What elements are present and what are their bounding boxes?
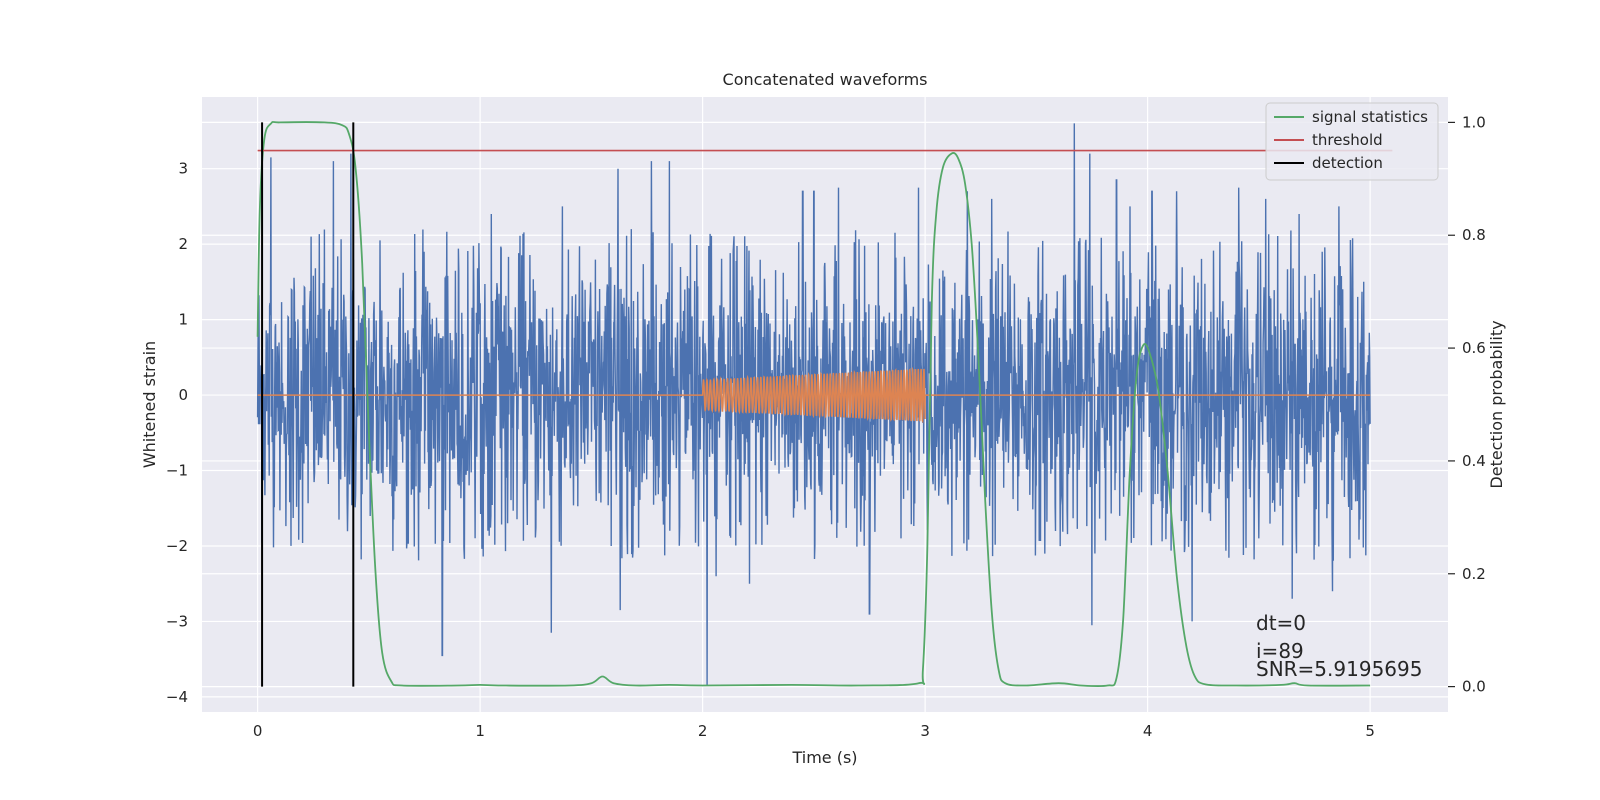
chart-title: Concatenated waveforms [723,70,928,89]
x-tick-label-2: 2 [698,722,708,740]
y-right-tick-label-5: 1.0 [1462,113,1486,131]
y-tick-label-1: −3 [166,612,188,630]
y-tick-label-2: −2 [166,537,188,555]
series-strain [256,123,1371,686]
y-tick-label-5: 1 [178,311,188,329]
legend-label-2: detection [1312,154,1383,172]
x-tick-label-4: 4 [1143,722,1153,740]
legend: signal statistics threshold detection [1265,102,1439,181]
x-tick-label-1: 1 [475,722,485,740]
y-tick-label-6: 2 [178,235,188,253]
x-tick-label-3: 3 [920,722,930,740]
y-axis-label: Whitened strain [140,341,159,468]
legend-label-1: threshold [1312,131,1383,149]
y-right-tick-label-0: 0.0 [1462,678,1486,696]
y-right-tick-label-3: 0.6 [1462,339,1486,357]
legend-label-0: signal statistics [1312,108,1428,126]
annotation-index: i=89 [1256,639,1304,663]
x-tick-label-0: 0 [253,722,263,740]
y-right-tick-label-2: 0.4 [1462,452,1486,470]
series-layer [256,121,1393,688]
ticks: 0 1 2 3 4 5 −4 −3 −2 −1 0 1 2 3 0.0 0.2 0.4 0.6 0.8 1.0 [166,113,1486,740]
series-injection [257,366,1371,424]
y-tick-label-0: −4 [166,688,188,706]
y-right-tick-label-4: 0.8 [1462,226,1486,244]
y-right-tick-label-1: 0.2 [1462,565,1486,583]
legend-box [1265,102,1439,181]
series-signal-statistics [256,121,1371,688]
y-tick-label-3: −1 [166,462,188,480]
y-tick-label-4: 0 [178,386,188,404]
y-tick-label-7: 3 [178,160,188,178]
x-tick-label-5: 5 [1365,722,1375,740]
annotation-dt: dt=0 [1256,611,1306,635]
y-axis-right-label: Detection probability [1487,320,1506,488]
x-axis-label: Time (s) [791,748,857,767]
annotation-snr: SNR=5.9195695 [1256,657,1422,681]
